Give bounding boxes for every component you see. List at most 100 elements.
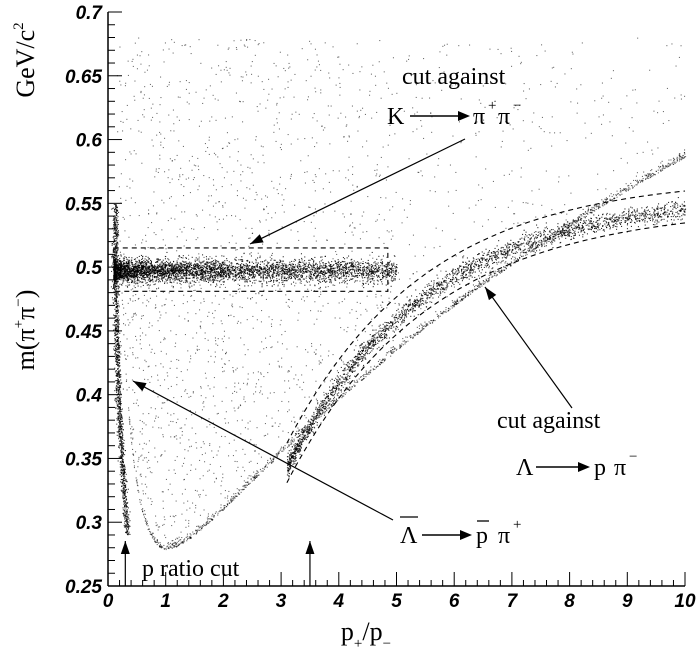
scatter-point [157,529,159,531]
scatter-point [228,269,230,271]
scatter-point [129,178,131,180]
scatter-point [164,42,166,44]
scatter-point [181,427,183,429]
scatter-point [268,316,270,318]
scatter-point [198,253,200,255]
scatter-point [242,101,244,103]
scatter-point [214,271,216,273]
scatter-point [183,226,185,228]
scatter-point [391,230,393,232]
scatter-point [246,268,248,270]
scatter-point [367,272,369,274]
scatter-point [193,273,195,275]
scatter-point [121,284,123,286]
scatter-point [118,259,120,261]
scatter-point [211,279,213,281]
scatter-point [244,276,246,278]
scatter-point [377,271,379,273]
scatter-point [139,431,141,433]
scatter-point [168,275,170,277]
scatter-point [274,422,276,424]
scatter-point [146,266,148,268]
scatter-point [273,280,275,282]
scatter-point [243,344,245,346]
scatter-point [228,360,230,362]
scatter-point [126,280,128,282]
scatter-point [269,276,271,278]
scatter-point [305,270,307,272]
scatter-point [128,267,130,269]
scatter-point [257,262,259,264]
scatter-point [362,284,364,286]
scatter-point [263,277,265,279]
scatter-point [187,281,189,283]
scatter-point [287,370,289,372]
scatter-point [484,106,486,108]
scatter-point [217,276,219,278]
scatter-point [199,261,201,263]
scatter-point [367,155,369,157]
scatter-point [386,276,388,278]
scatter-point [215,202,217,204]
scatter-point [144,260,146,262]
scatter-point [304,268,306,270]
scatter-point [651,149,653,151]
scatter-point [267,212,269,214]
scatter-point [237,272,239,274]
scatter-point [141,483,143,485]
scatter-point [259,281,261,283]
scatter-point [174,268,176,270]
scatter-point [240,271,242,273]
scatter-point [446,296,448,298]
scatter-point [517,222,519,224]
scatter-point [182,269,184,271]
scatter-point [324,278,326,280]
scatter-point [291,420,293,422]
scatter-point [445,309,447,311]
scatter-point [135,283,137,285]
scatter-point [261,294,263,296]
scatter-point [374,75,376,77]
scatter-point [382,276,384,278]
scatter-point [288,409,290,411]
scatter-point [386,352,388,354]
scatter-point [371,318,373,320]
scatter-point [259,267,261,269]
scatter-point [130,272,132,274]
scatter-point [312,117,314,119]
scatter-point [215,268,217,270]
scatter-point [235,47,237,49]
scatter-point [526,254,528,256]
scatter-point [222,147,224,149]
scatter-point [518,55,520,57]
scatter-point [253,393,255,395]
scatter-point [144,272,146,274]
scatter-point [202,441,204,443]
scatter-point [362,263,364,265]
scatter-point [284,280,286,282]
scatter-point [225,265,227,267]
scatter-point [276,189,278,191]
scatter-point [324,281,326,283]
scatter-point [159,275,161,277]
scatter-point [127,259,129,261]
scatter-point [288,67,290,69]
scatter-point [195,442,197,444]
scatter-point [134,280,136,282]
scatter-point [137,357,139,359]
scatter-point [208,418,210,420]
scatter-point [159,272,161,274]
scatter-point [200,395,202,397]
scatter-point [392,340,394,342]
scatter-point [224,436,226,438]
scatter-point [337,261,339,263]
scatter-point [174,218,176,220]
scatter-point [168,114,170,116]
scatter-point [118,186,120,188]
scatter-point [320,293,322,295]
scatter-point [357,339,359,341]
scatter-point [133,313,135,315]
scatter-point [238,406,240,408]
scatter-point [255,386,257,388]
scatter-point [204,263,206,265]
